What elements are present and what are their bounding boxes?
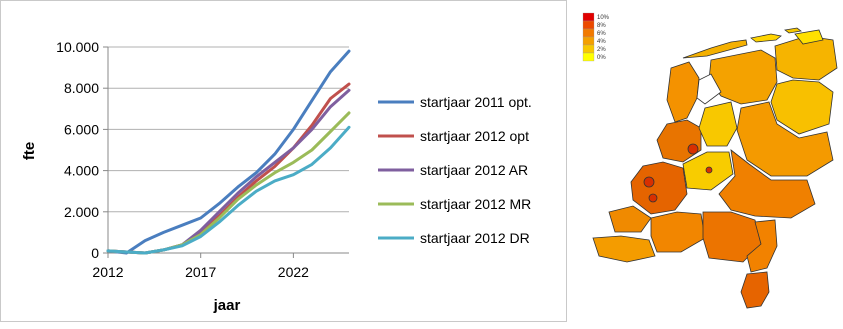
legend: startjaar 2011 opt. startjaar 2012 opt sta… [378,94,532,246]
y-axis-title: fte [21,142,38,160]
legend-label: startjaar 2011 opt. [420,94,532,110]
map-ijsselmeer-water [696,73,722,105]
legend-label: startjaar 2012 MR [420,196,531,212]
series-line [106,88,351,255]
map-region-north-holland-north [666,61,700,123]
netherlands-map: 10% 8% 6% 4% 2% 0% [582,12,838,309]
x-tick-label: 2022 [278,264,309,280]
map-region-wadden-3 [784,27,802,34]
map-hotspot-rotterdam [648,193,658,203]
y-tick-label: 0 [91,245,99,261]
map-legend-swatch [582,44,595,54]
tick-labels: 0 2.000 4.000 6.000 8.000 10.000 2012 2017 2022 [56,39,309,280]
map-legend-label: 10% [597,15,610,21]
series-line [106,82,351,255]
map-region-zeeland-north [608,205,652,233]
series-lines [106,49,351,255]
map-region-overijssel [736,101,834,177]
map-region-north-holland-south [656,119,702,163]
x-tick-label: 2012 [92,264,123,280]
map-region-gelderland [718,149,816,219]
map-region-groningen-east [794,29,824,45]
map-hotspots [643,143,713,203]
map-region-wadden-2 [750,33,782,43]
legend-label: startjaar 2012 DR [420,230,530,246]
map-legend-swatch [582,12,595,22]
map-region-drenthe [770,79,834,135]
series-line [106,111,351,255]
series-line [106,125,351,255]
map-legend-label: 8% [597,23,606,29]
x-tick-label: 2017 [185,264,216,280]
x-axis-title: jaar [213,297,241,314]
netherlands-map-panel: 10% 8% 6% 4% 2% 0% [571,0,843,324]
map-region-flevoland [698,101,738,147]
map-color-legend: 10% 8% 6% 4% 2% 0% [582,12,610,62]
gridlines [108,46,349,213]
y-tick-label: 2.000 [64,204,99,220]
y-tick-label: 6.000 [64,121,99,137]
map-region-limburg-south [740,271,770,309]
legend-label: startjaar 2012 opt [420,128,529,144]
y-tick-label: 8.000 [64,80,99,96]
series-line [106,49,351,255]
chart-panel: 0 2.000 4.000 6.000 8.000 10.000 2012 2017 2022 … [0,0,567,322]
y-tick-label: 4.000 [64,163,99,179]
y-tick-label: 10.000 [56,39,99,55]
map-hotspot-the-hague [643,176,655,188]
map-region-zeeland-south [592,235,656,263]
map-region-limburg-north [746,219,778,273]
map-hotspot-utrecht [705,166,713,174]
map-region-friesland [708,49,778,105]
map-legend-label: 6% [597,31,606,37]
map-legend-label: 2% [597,47,606,53]
map-regions [592,27,838,309]
map-hotspot-amsterdam [687,143,699,155]
map-legend-label: 0% [597,55,606,61]
map-legend-swatch [582,52,595,62]
map-legend-swatch [582,36,595,46]
map-region-wadden-1 [682,39,748,59]
map-region-north-brabant-west [650,211,706,253]
map-legend-label: 4% [597,39,606,45]
map-legend-swatch [582,28,595,38]
map-region-south-holland [630,161,688,215]
axes [103,46,349,258]
map-legend-swatch [582,20,595,30]
legend-label: startjaar 2012 AR [420,162,528,178]
